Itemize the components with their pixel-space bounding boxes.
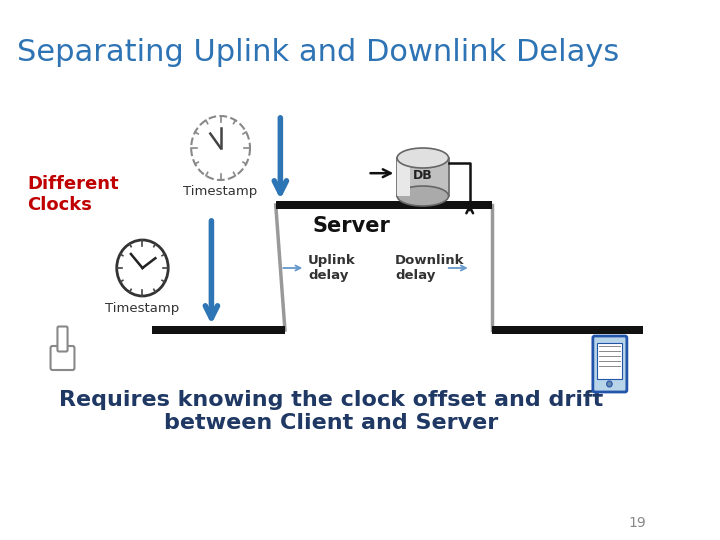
FancyBboxPatch shape xyxy=(50,346,74,370)
Bar xyxy=(492,326,644,334)
Text: Timestamp: Timestamp xyxy=(105,302,179,315)
Bar xyxy=(397,158,449,196)
Circle shape xyxy=(607,381,612,387)
Text: Requires knowing the clock offset and drift
between Client and Server: Requires knowing the clock offset and dr… xyxy=(59,390,603,433)
Text: Downlink
delay: Downlink delay xyxy=(395,254,464,282)
FancyBboxPatch shape xyxy=(593,336,627,392)
Ellipse shape xyxy=(397,148,449,168)
Text: 19: 19 xyxy=(629,516,646,530)
Bar xyxy=(152,326,285,334)
Text: Server: Server xyxy=(312,216,390,236)
Ellipse shape xyxy=(397,186,449,206)
Bar xyxy=(397,158,410,196)
Bar xyxy=(598,343,622,379)
Text: Timestamp: Timestamp xyxy=(184,185,258,198)
Bar xyxy=(276,201,492,209)
Text: Separating Uplink and Downlink Delays: Separating Uplink and Downlink Delays xyxy=(17,38,618,67)
Text: Uplink
delay: Uplink delay xyxy=(308,254,356,282)
Text: DB: DB xyxy=(413,168,433,181)
FancyBboxPatch shape xyxy=(58,327,68,352)
Text: Different
Clocks: Different Clocks xyxy=(27,175,120,214)
